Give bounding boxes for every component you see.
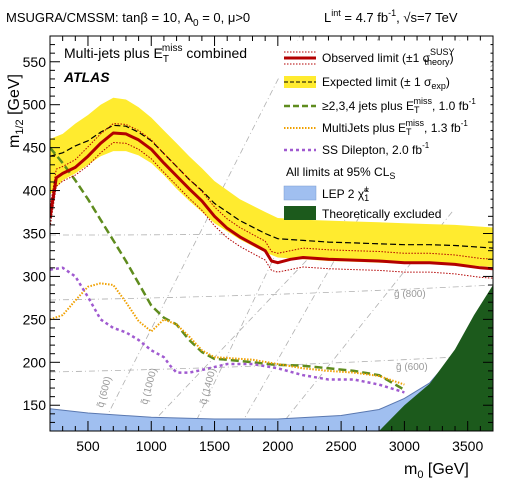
contour-label-squark-1000: q̃ (1000) xyxy=(139,367,159,406)
contour-label-gluino-600: g̃ (600) xyxy=(396,362,428,373)
legend-item-ss-dilepton: SS Dilepton, 2.0 fb-1 xyxy=(284,141,430,157)
y-tick-label: 300 xyxy=(23,268,47,284)
y-axis-title: m1/2 [GeV] xyxy=(6,74,26,148)
legend-item-lep2: LEP 2 χ̃1± xyxy=(283,184,369,203)
y-tick-label: 200 xyxy=(23,354,47,370)
contour-label-squark-600: q̃ (600) xyxy=(95,375,114,409)
legend-label-jets-234: ≥2,3,4 jets plus ETmiss, 1.0 fb-1 xyxy=(322,96,476,115)
y-tick-label: 550 xyxy=(23,54,47,70)
observed-limit-plus-sigma-line xyxy=(50,123,493,260)
x-tick-label: 3500 xyxy=(452,438,483,454)
expected-limit-line xyxy=(50,124,493,249)
x-tick-label: 500 xyxy=(76,438,100,454)
x-tick-label: 2000 xyxy=(262,438,293,454)
y-tick-label: 450 xyxy=(23,140,47,156)
x-tick-label: 2500 xyxy=(326,438,357,454)
legend-item-jets-234: ≥2,3,4 jets plus ETmiss, 1.0 fb-1 xyxy=(284,96,476,115)
y-tick-label: 350 xyxy=(23,226,47,242)
observed-limit-line xyxy=(50,131,493,271)
legend-box xyxy=(279,40,491,212)
gluino-contour-line xyxy=(50,354,493,373)
chart-header-model: MSUGRA/CMSSM: tanβ = 10, A0 = 0, μ>0 xyxy=(6,10,250,29)
experiment-label: ATLAS xyxy=(63,69,110,85)
x-axis-title: m0 [GeV] xyxy=(404,461,469,481)
y-tick-label: 500 xyxy=(23,97,47,113)
y-tick-label: 400 xyxy=(23,183,47,199)
multijets-limit-line xyxy=(50,282,405,386)
legend-label-theo-excluded: Theoretically excluded xyxy=(322,207,441,221)
chart-header-luminosity: Lint = 4.7 fb-1, √s=7 TeV xyxy=(324,8,458,25)
legend-label-expected: Expected limit (± 1 σexp) xyxy=(322,75,450,91)
gluino-contour-line xyxy=(50,284,493,301)
legend-item-theo-excluded: Theoretically excluded xyxy=(284,206,441,221)
contour-label-squark-1400: q̃ (1400) xyxy=(198,367,218,406)
y-tick-label: 150 xyxy=(23,397,47,413)
ss-dilepton-limit-line xyxy=(50,266,405,394)
axis-ticks: 500 1000 1500 2000 2500 3000 3500 150 200 250 300 3… xyxy=(23,36,494,454)
x-tick-label: 1000 xyxy=(136,438,167,454)
jets-234-limit-line xyxy=(50,146,406,391)
legend-label-ss-dilepton: SS Dilepton, 2.0 fb-1 xyxy=(322,141,430,157)
x-tick-label: 1500 xyxy=(199,438,230,454)
x-tick-label: 3000 xyxy=(389,438,420,454)
y-tick-label: 250 xyxy=(23,311,47,327)
theoretically-excluded-region xyxy=(379,285,493,431)
legend-label-multijets: MultiJets plus ETmiss, 1.3 fb-1 xyxy=(322,118,468,137)
observed-limit-minus-sigma-line xyxy=(50,142,493,279)
legend-label-observed: Observed limit (±1 σSUSY theory) xyxy=(322,47,455,67)
legend-item-expected: Expected limit (± 1 σexp) xyxy=(284,75,450,91)
legend-item-multijets: MultiJets plus ETmiss, 1.3 fb-1 xyxy=(284,118,468,137)
legend-item-observed: Observed limit (±1 σSUSY theory) xyxy=(284,47,455,67)
contour-label-gluino-800: g̃ (800) xyxy=(394,289,426,300)
legend-label-lep2: LEP 2 χ̃1± xyxy=(322,184,369,203)
expected-limit-band xyxy=(50,97,493,267)
panel-title: Multi-jets plus ETmiss combined xyxy=(64,43,247,65)
legend: Observed limit (±1 σSUSY theory) Expected… xyxy=(279,40,491,221)
legend-label-cl: All limits at 95% CLS xyxy=(286,165,395,181)
